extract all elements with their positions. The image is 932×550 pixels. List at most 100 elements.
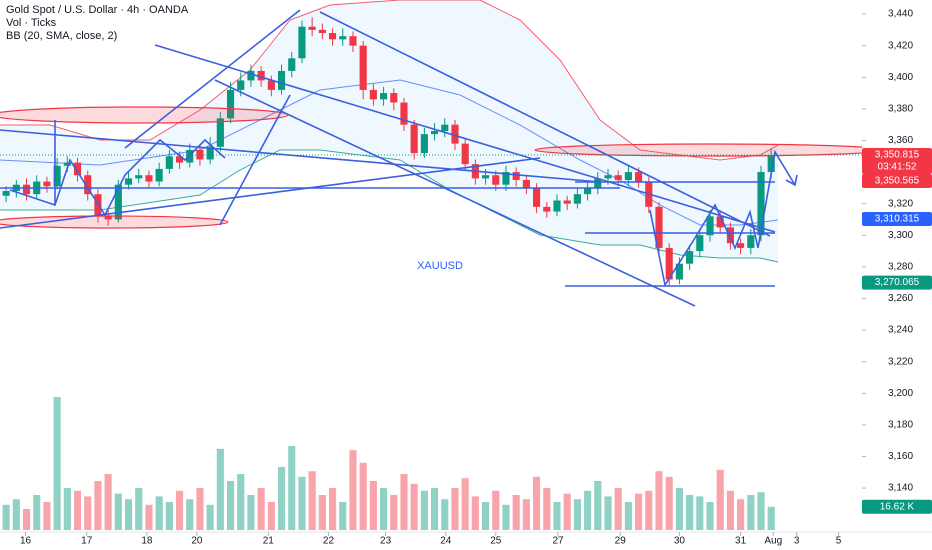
- volume-bar: [308, 471, 316, 530]
- x-tick-label: 25: [490, 536, 502, 547]
- candle-body: [492, 175, 500, 185]
- volume-bar: [706, 502, 714, 530]
- y-tick-label: 3,360: [888, 135, 913, 146]
- candle-body: [257, 70, 265, 81]
- volume-bar: [73, 490, 82, 530]
- candle-body: [349, 36, 357, 46]
- candle-body: [726, 227, 734, 244]
- y-tick-label: 3,420: [888, 40, 913, 51]
- volume-bar: [298, 476, 306, 530]
- candle-body: [2, 191, 10, 196]
- candle-body: [502, 172, 510, 185]
- candle-body: [379, 93, 388, 100]
- volume-bar: [318, 495, 326, 530]
- volume-bar: [2, 504, 10, 530]
- candle-body: [737, 243, 745, 248]
- volume-bar: [747, 495, 755, 530]
- y-tick-label: 3,200: [888, 388, 913, 399]
- volume-bar: [216, 448, 224, 530]
- candle-body: [318, 29, 326, 34]
- volume-bar: [655, 471, 663, 530]
- candle-body: [522, 179, 530, 188]
- volume-bar: [94, 481, 102, 530]
- volume-bar: [482, 502, 490, 530]
- candle-body: [267, 80, 275, 90]
- volume-bar: [461, 478, 469, 530]
- y-tick-label: 3,260: [888, 293, 913, 304]
- candle-body: [175, 156, 184, 163]
- volume-bar: [441, 499, 449, 530]
- volume-bar: [237, 474, 245, 530]
- y-tick-label: 3,320: [888, 198, 913, 209]
- volume-bar: [420, 490, 428, 530]
- trend-line: [214, 79, 696, 307]
- candle-body: [757, 172, 765, 236]
- candle-body: [675, 263, 683, 280]
- volume-bar: [522, 499, 530, 530]
- candle-body: [747, 235, 755, 248]
- volume-bar: [665, 476, 673, 530]
- candle-body: [43, 181, 51, 187]
- x-tick-label: 23: [380, 536, 392, 547]
- y-tick-label: 3,400: [888, 72, 913, 83]
- candle-body: [226, 89, 235, 119]
- x-tick-label: 21: [263, 536, 275, 547]
- zigzag: [649, 149, 796, 288]
- y-tick-label: 3,140: [888, 483, 913, 494]
- candle-body: [277, 70, 286, 90]
- volume-bar: [614, 488, 622, 530]
- volume-bar: [63, 488, 71, 530]
- bb-fill: [0, 0, 778, 262]
- volume-bar: [349, 450, 357, 530]
- volume-bar: [573, 499, 581, 530]
- volume-bar: [686, 495, 694, 530]
- candle-body: [461, 143, 469, 165]
- x-tick-label: 24: [440, 536, 452, 547]
- zone: [0, 106, 289, 124]
- x-tick-label: 16: [20, 536, 32, 547]
- volume-bar: [267, 502, 275, 530]
- candle-body: [206, 146, 214, 160]
- volume-tag-label: 16.62 K: [880, 501, 915, 512]
- candle-body: [410, 124, 418, 154]
- candle-body: [288, 58, 296, 71]
- volume-bar: [165, 502, 173, 530]
- arrow-head: [785, 174, 798, 187]
- volume-bar: [196, 488, 204, 530]
- zigzag: [9, 138, 226, 217]
- volume-bar: [206, 504, 214, 530]
- price-tag: [862, 275, 932, 290]
- volume-bar: [696, 496, 704, 530]
- volume-bar: [563, 493, 571, 530]
- candle-body: [216, 118, 224, 147]
- volume-bar: [716, 469, 724, 530]
- candle-body: [308, 26, 316, 30]
- y-tick-label: 3,380: [888, 104, 913, 115]
- volume-bar: [390, 495, 398, 530]
- volume-bar: [84, 496, 92, 530]
- x-tick-label: 31: [735, 536, 747, 547]
- volume-bar: [675, 488, 683, 530]
- candle-body: [563, 200, 571, 204]
- x-tick-label: 27: [552, 536, 564, 547]
- price-tag-label: 3,350.815: [875, 150, 920, 161]
- y-tick-label: 3,300: [888, 230, 913, 241]
- price-tag: [862, 173, 932, 188]
- candle-body: [614, 175, 622, 180]
- price-tag-label: 3,350.565: [875, 176, 920, 187]
- volume-bar: [726, 490, 734, 530]
- candle-body: [73, 162, 82, 176]
- volume-bar: [492, 490, 500, 530]
- candle-body: [359, 45, 367, 90]
- y-tick-label: 3,180: [888, 420, 913, 431]
- chart-title: Gold Spot / U.S. Dollar · 4h · OANDA: [6, 4, 189, 16]
- volume-pane: [2, 397, 775, 530]
- volume-bar: [635, 493, 643, 530]
- candle-body: [706, 216, 714, 236]
- candle-body: [22, 184, 31, 195]
- x-tick-label: 20: [191, 536, 203, 547]
- candle-body: [533, 187, 541, 207]
- volume-bar: [43, 502, 51, 530]
- volume-bar: [328, 488, 337, 530]
